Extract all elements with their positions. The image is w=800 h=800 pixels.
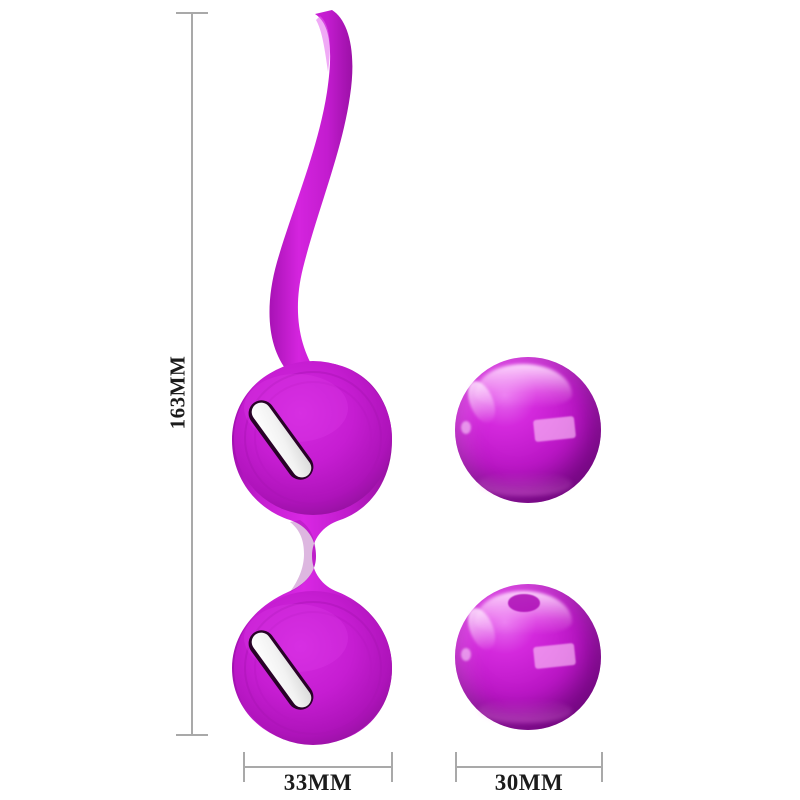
body-width-dim-line — [243, 766, 393, 768]
body-width-tick-right — [391, 752, 393, 782]
lower-ball-sheen — [244, 604, 348, 672]
upper-ball-sheen — [244, 374, 348, 442]
sphere-bottom-bounce — [478, 699, 572, 723]
height-dim-line — [191, 12, 193, 736]
upper-ball-ring-inner — [254, 381, 372, 495]
retrieval-cord — [269, 10, 353, 372]
sphere-patch-highlight — [532, 643, 576, 670]
lower-slot — [248, 630, 314, 710]
detached-sphere-top — [455, 357, 601, 503]
upper-ball — [234, 361, 392, 515]
body-silhouette — [232, 362, 392, 744]
sphere-bottom-bounce — [478, 472, 572, 496]
lower-ball-ring-inner — [254, 611, 372, 725]
detached-sphere-bottom — [455, 584, 601, 730]
sphere-dot-highlight — [460, 421, 472, 435]
ball-width-dim-line — [455, 766, 603, 768]
upper-ball-ring-outer — [244, 371, 382, 505]
sphere-dot-highlight — [460, 648, 472, 662]
sphere-cap-mark — [507, 594, 540, 612]
upper-slot — [248, 400, 314, 480]
body-width-dim-label: 33MM — [283, 770, 353, 795]
height-dim-label: 163MM — [165, 355, 190, 430]
sphere-patch-highlight — [532, 416, 576, 443]
waist-shadow — [290, 520, 316, 592]
ball-width-dim-label: 30MM — [494, 770, 564, 795]
lower-ball-ring-outer — [244, 601, 382, 735]
height-dim-tick-bottom — [176, 734, 208, 736]
cord-tip-highlight — [316, 16, 330, 72]
ball-width-tick-right — [601, 752, 603, 782]
lower-ball — [234, 591, 392, 745]
